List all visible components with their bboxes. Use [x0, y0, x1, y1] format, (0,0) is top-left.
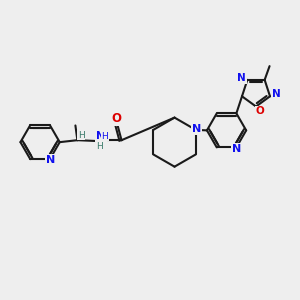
Text: H: H — [97, 142, 103, 151]
Text: H: H — [78, 131, 85, 140]
Text: N: N — [96, 131, 104, 141]
Text: O: O — [256, 106, 264, 116]
Text: H: H — [101, 132, 108, 141]
Text: N: N — [272, 89, 281, 99]
Text: O: O — [112, 112, 122, 125]
Text: N: N — [232, 144, 241, 154]
Text: N: N — [237, 73, 246, 83]
Text: N: N — [192, 124, 201, 134]
Text: N: N — [46, 155, 56, 165]
